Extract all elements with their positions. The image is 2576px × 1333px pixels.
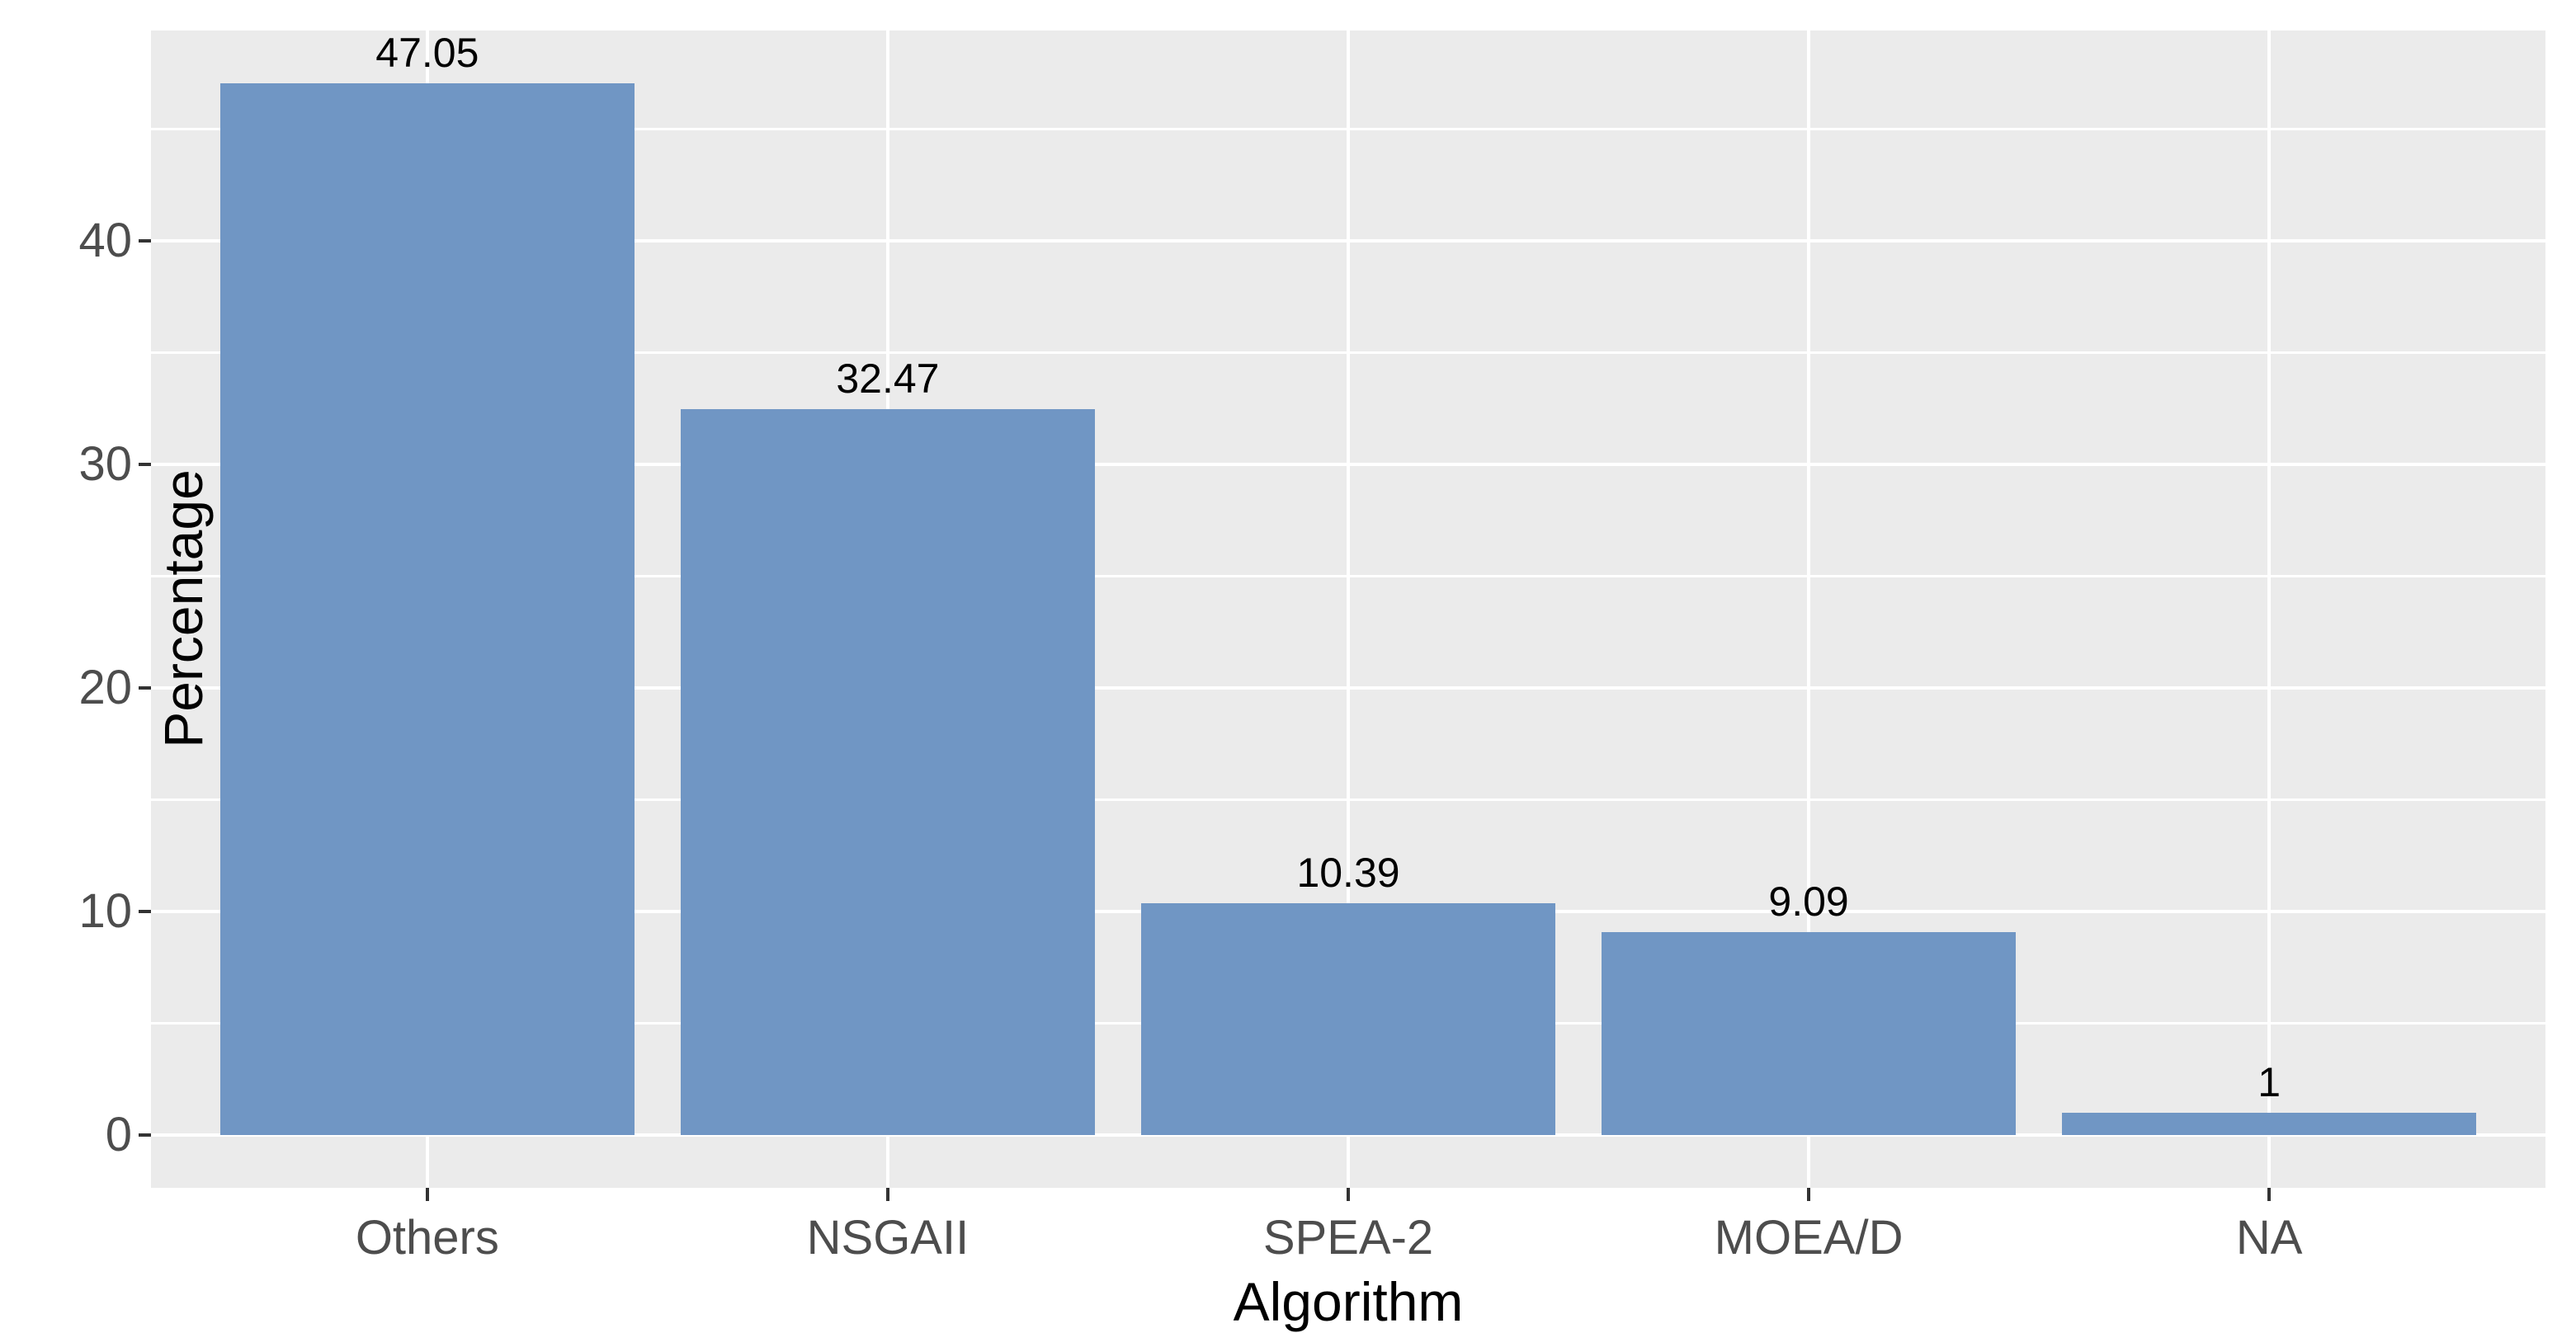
y-axis-tick <box>139 462 151 466</box>
x-axis-tick-label: Others <box>355 1211 499 1265</box>
bar-nsgaii <box>680 409 1096 1136</box>
x-axis-title: Algorithm <box>1233 1271 1464 1332</box>
x-axis-tick-label: SPEA-2 <box>1262 1211 1434 1265</box>
y-axis-tick <box>139 238 151 243</box>
x-axis-tick <box>885 1188 889 1201</box>
y-axis-tick-label: 40 <box>78 213 132 267</box>
bar-value-label: 32.47 <box>836 356 940 402</box>
vertical-gridline <box>1806 31 1811 1188</box>
vertical-gridline <box>1346 31 1351 1188</box>
bar-na <box>2062 1113 2477 1136</box>
y-axis-tick <box>139 686 151 690</box>
x-axis-tick <box>425 1188 429 1201</box>
x-axis-tick <box>2267 1188 2272 1201</box>
bar-value-label: 10.39 <box>1296 849 1400 896</box>
plot-panel <box>151 31 2545 1188</box>
vertical-gridline <box>2267 31 2272 1188</box>
bar-moea-d <box>1601 931 2017 1136</box>
x-axis-tick-label: NSGAII <box>806 1211 970 1265</box>
x-axis-tick <box>1807 1188 1811 1201</box>
y-axis-tick-label: 0 <box>105 1108 132 1162</box>
y-axis-tick <box>139 910 151 914</box>
y-axis-title: Percentage <box>152 469 214 748</box>
y-axis-tick-label: 20 <box>78 661 132 715</box>
bar-value-label: 1 <box>2258 1059 2281 1106</box>
x-axis-tick <box>1347 1188 1350 1201</box>
bar-value-label: 47.05 <box>375 29 479 76</box>
bar-spea-2 <box>1140 902 1556 1136</box>
y-axis-tick-label: 10 <box>78 884 132 939</box>
bar-value-label: 9.09 <box>1768 878 1849 925</box>
x-axis-tick-label: MOEA/D <box>1714 1211 1904 1265</box>
bar-others <box>219 82 635 1136</box>
x-axis-tick-label: NA <box>2235 1211 2303 1265</box>
y-axis-tick <box>139 1133 151 1138</box>
y-axis-tick-label: 30 <box>78 436 132 491</box>
